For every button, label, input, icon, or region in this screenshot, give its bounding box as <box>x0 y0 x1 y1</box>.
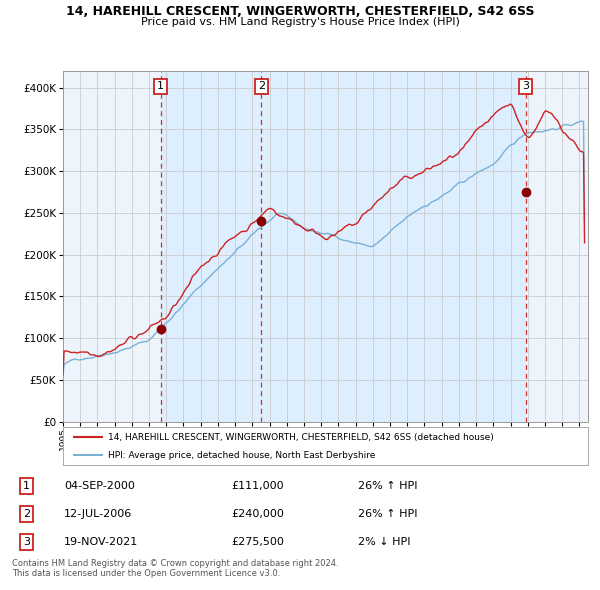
Text: £111,000: £111,000 <box>231 481 284 491</box>
Text: 26% ↑ HPI: 26% ↑ HPI <box>358 509 417 519</box>
Text: This data is licensed under the Open Government Licence v3.0.: This data is licensed under the Open Gov… <box>12 569 280 578</box>
Text: 3: 3 <box>23 537 30 547</box>
Text: 3: 3 <box>522 81 529 91</box>
Text: Price paid vs. HM Land Registry's House Price Index (HPI): Price paid vs. HM Land Registry's House … <box>140 17 460 27</box>
Text: 2: 2 <box>23 509 30 519</box>
Text: 2% ↓ HPI: 2% ↓ HPI <box>358 537 410 547</box>
Bar <box>262 71 526 422</box>
Text: 1: 1 <box>23 481 30 491</box>
Text: 14, HAREHILL CRESCENT, WINGERWORTH, CHESTERFIELD, S42 6SS (detached house): 14, HAREHILL CRESCENT, WINGERWORTH, CHES… <box>107 433 493 442</box>
Text: Contains HM Land Registry data © Crown copyright and database right 2024.: Contains HM Land Registry data © Crown c… <box>12 559 338 568</box>
Text: £240,000: £240,000 <box>231 509 284 519</box>
Text: HPI: Average price, detached house, North East Derbyshire: HPI: Average price, detached house, Nort… <box>107 451 375 460</box>
Text: £275,500: £275,500 <box>231 537 284 547</box>
Bar <box>161 71 262 422</box>
Text: 04-SEP-2000: 04-SEP-2000 <box>64 481 135 491</box>
Text: 26% ↑ HPI: 26% ↑ HPI <box>358 481 417 491</box>
Text: 14, HAREHILL CRESCENT, WINGERWORTH, CHESTERFIELD, S42 6SS: 14, HAREHILL CRESCENT, WINGERWORTH, CHES… <box>66 5 534 18</box>
Text: 2: 2 <box>258 81 265 91</box>
Text: 12-JUL-2006: 12-JUL-2006 <box>64 509 132 519</box>
Text: 1: 1 <box>157 81 164 91</box>
Text: 19-NOV-2021: 19-NOV-2021 <box>64 537 138 547</box>
